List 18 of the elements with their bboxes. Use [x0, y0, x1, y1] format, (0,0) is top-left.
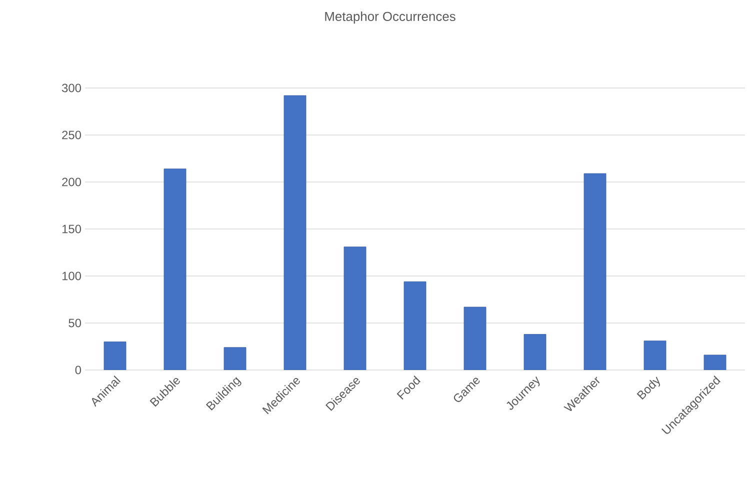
chart-title: Metaphor Occurrences — [325, 12, 456, 24]
bar — [584, 173, 606, 370]
bar — [164, 168, 186, 370]
bar — [524, 334, 546, 370]
bar — [344, 246, 366, 370]
bar — [464, 306, 486, 370]
bar — [644, 340, 666, 370]
y-tick-label: 250 — [62, 130, 82, 140]
y-tick-label: 200 — [62, 178, 82, 186]
bar — [104, 342, 126, 370]
y-tick-label: 0 — [75, 366, 82, 374]
y-tick-label: 100 — [62, 272, 82, 280]
y-tick-label: 150 — [62, 224, 82, 234]
bar — [404, 281, 426, 370]
y-tick-label: 50 — [68, 318, 82, 328]
y-tick-label: 300 — [62, 84, 82, 92]
bar — [284, 95, 306, 370]
bar — [224, 347, 246, 370]
